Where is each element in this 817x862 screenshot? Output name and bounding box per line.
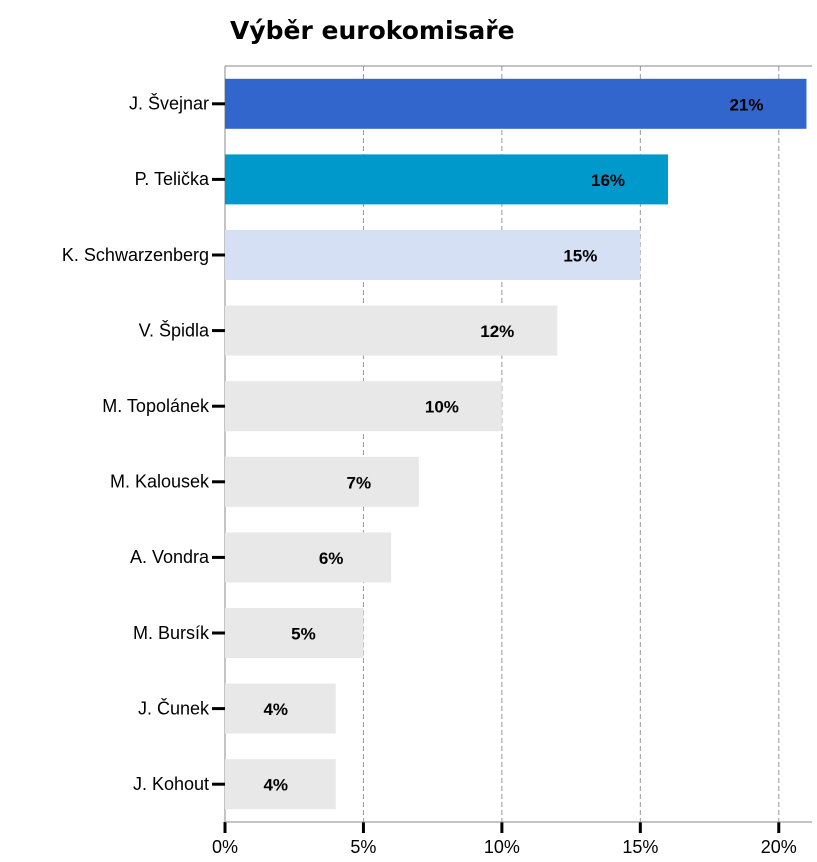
value-label: 15% (563, 246, 597, 265)
value-label: 7% (347, 473, 372, 492)
y-tick-label: A. Vondra (130, 547, 210, 567)
y-tick-label: J. Čunek (138, 697, 210, 718)
bar (225, 381, 502, 432)
bar (225, 230, 641, 280)
x-tick-label: 10% (484, 837, 520, 857)
y-tick-label: M. Bursík (133, 623, 210, 643)
y-tick-label: J. Kohout (133, 774, 209, 794)
x-tick-label: 15% (622, 837, 658, 857)
y-tick-label: M. Kalousek (110, 472, 210, 492)
bar (225, 78, 807, 129)
y-tick-label: J. Švejnar (129, 93, 209, 114)
value-label: 4% (263, 776, 288, 795)
value-label: 4% (263, 700, 288, 719)
value-label: 21% (729, 95, 763, 114)
bar (225, 305, 558, 356)
bar (225, 683, 336, 734)
bar (225, 759, 336, 810)
value-label: 12% (480, 322, 514, 341)
x-tick-label: 5% (350, 837, 376, 857)
bar (225, 608, 364, 658)
y-tick-label: M. Topolánek (102, 396, 210, 416)
chart-title: Výběr eurokomisaře (230, 16, 515, 45)
bar (225, 154, 669, 205)
y-tick-label: V. Špidla (139, 319, 210, 340)
x-tick-label: 20% (761, 837, 797, 857)
value-label: 10% (425, 398, 459, 417)
value-label: 16% (591, 171, 625, 190)
bar (225, 456, 419, 507)
x-tick-label: 0% (212, 837, 238, 857)
y-tick-label: P. Telička (135, 169, 210, 189)
value-label: 5% (291, 624, 316, 643)
y-tick-label: K. Schwarzenberg (62, 245, 209, 265)
bar (225, 532, 392, 583)
value-label: 6% (319, 549, 344, 568)
